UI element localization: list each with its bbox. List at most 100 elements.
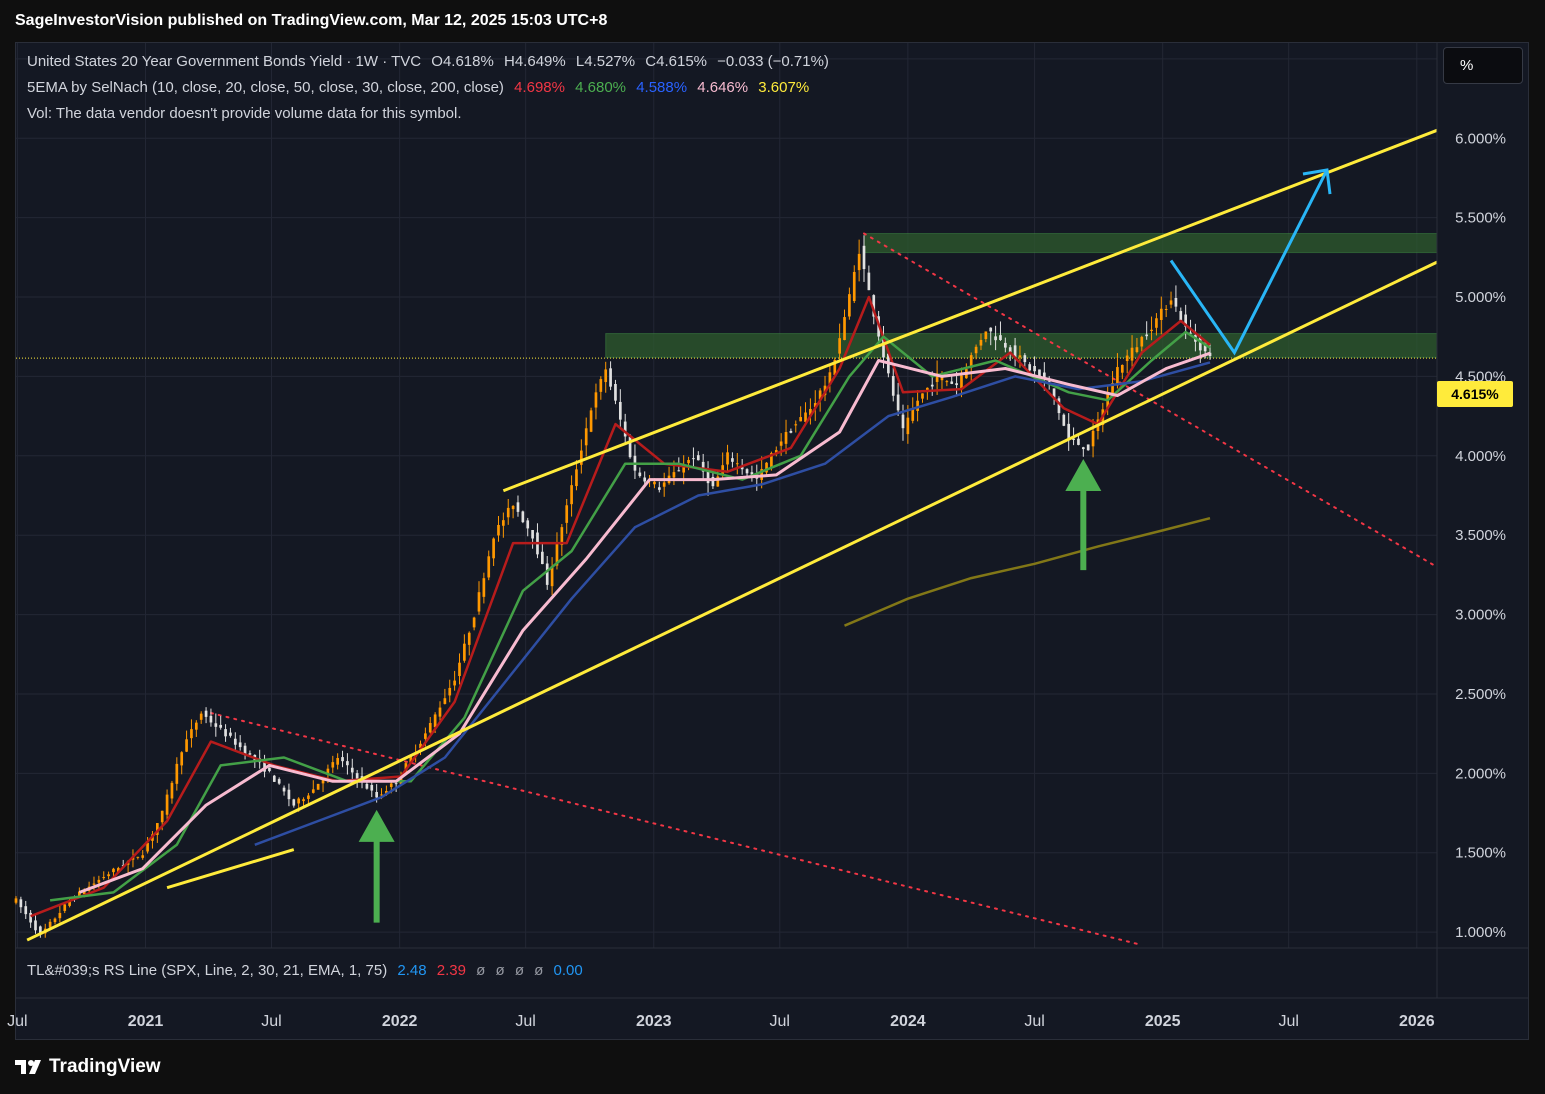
candle-body bbox=[1057, 398, 1061, 414]
y-tick-label: 2.500% bbox=[1455, 686, 1506, 703]
candle-body bbox=[467, 632, 471, 645]
ema-line-2 bbox=[49, 330, 1211, 902]
candle-body bbox=[58, 912, 62, 919]
legend-ema-line[interactable]: 5EMA by SelNach (10, close, 20, close, 5… bbox=[27, 79, 809, 96]
candle-body bbox=[219, 724, 223, 728]
candle-body bbox=[199, 713, 203, 720]
y-tick-label: 6.000% bbox=[1455, 130, 1506, 147]
candle-body bbox=[994, 336, 997, 341]
ohlc-low-value: 4.527% bbox=[584, 53, 636, 70]
candle-body bbox=[355, 773, 359, 780]
candle-body bbox=[394, 783, 398, 785]
candle-body bbox=[272, 775, 276, 782]
candle-body bbox=[1116, 367, 1119, 386]
candle-body bbox=[1072, 438, 1075, 440]
candle-body bbox=[930, 384, 934, 387]
tradingview-logo[interactable]: TradingView bbox=[15, 1056, 161, 1078]
candle-body bbox=[916, 400, 919, 411]
candle-body bbox=[638, 472, 642, 477]
candle-body bbox=[1203, 343, 1207, 352]
dotted-resistance-lines bbox=[16, 232, 1438, 946]
candle-body bbox=[804, 412, 807, 422]
candle-body bbox=[438, 707, 442, 717]
candle-body bbox=[1184, 314, 1188, 327]
candle-body bbox=[443, 698, 447, 704]
candle-body bbox=[209, 715, 213, 723]
candle-body bbox=[784, 432, 788, 444]
candle-body bbox=[185, 739, 188, 752]
candle-body bbox=[989, 327, 993, 332]
candle-body bbox=[1086, 444, 1090, 451]
channel-upper-line bbox=[502, 128, 1438, 493]
channel-lower-extension-line bbox=[166, 848, 295, 890]
candle-body bbox=[906, 417, 910, 435]
dotted-resistance-line-1 bbox=[209, 712, 1143, 946]
y-tick-label: 3.500% bbox=[1455, 527, 1506, 544]
support-arrow-1 bbox=[358, 809, 395, 923]
candle-body bbox=[599, 379, 603, 392]
ohlc-low-label: L bbox=[575, 53, 585, 70]
candle-body bbox=[336, 758, 339, 765]
candle-body bbox=[1120, 364, 1124, 373]
candle-body bbox=[39, 926, 42, 934]
candle-body bbox=[282, 787, 286, 792]
candle-body bbox=[955, 383, 958, 386]
candle-body bbox=[521, 511, 525, 523]
y-tick-label: 1.000% bbox=[1455, 924, 1506, 941]
candle-body bbox=[531, 530, 534, 539]
candle-body bbox=[472, 617, 476, 628]
candle-body bbox=[979, 339, 983, 346]
candle-body bbox=[1013, 345, 1017, 358]
candle-body bbox=[399, 775, 403, 785]
candle-body bbox=[92, 883, 96, 885]
candle-body bbox=[112, 868, 115, 873]
rs-indicator-label: TL&#039;s RS Line (SPX, Line, 2, 30, 21,… bbox=[27, 962, 388, 979]
candle-body bbox=[1159, 308, 1163, 321]
candle-body bbox=[428, 723, 432, 733]
candle-body bbox=[828, 372, 832, 385]
candle-body bbox=[1008, 347, 1012, 354]
candle-body bbox=[794, 424, 798, 426]
legend-volume-line[interactable]: Vol: The data vendor doesn't provide vol… bbox=[27, 105, 462, 122]
ema-value-5: 3.607% bbox=[758, 79, 810, 96]
x-tick-label: Jul bbox=[1278, 1013, 1298, 1030]
rs-line-legend[interactable]: TL&#039;s RS Line (SPX, Line, 2, 30, 21,… bbox=[27, 962, 583, 979]
candle-body bbox=[779, 441, 783, 446]
candle-body bbox=[1028, 364, 1032, 371]
candle-body bbox=[502, 520, 505, 526]
percent-scale-button[interactable]: % bbox=[1443, 47, 1523, 84]
ema-line-5 bbox=[844, 516, 1211, 627]
resistance-zone-upper bbox=[863, 233, 1438, 254]
legend-symbol-line[interactable]: United States 20 Year Government Bonds Y… bbox=[27, 53, 829, 70]
x-tick-label: Jul bbox=[1024, 1013, 1044, 1030]
candle-body bbox=[458, 662, 461, 677]
ohlc-close-label: C bbox=[645, 53, 657, 70]
candle-body bbox=[974, 346, 978, 354]
candle-body bbox=[497, 524, 500, 536]
candle-body bbox=[1023, 355, 1027, 363]
candle-body bbox=[14, 898, 18, 903]
x-tick-label: Jul bbox=[261, 1013, 281, 1030]
grid-lines bbox=[16, 43, 1437, 948]
y-tick-label: 1.500% bbox=[1455, 845, 1506, 862]
projection-arrowhead bbox=[1302, 168, 1332, 195]
candle-body bbox=[224, 729, 227, 737]
x-tick-label: 2023 bbox=[636, 1013, 672, 1030]
candle-body bbox=[657, 487, 661, 490]
rs-value-4: ø bbox=[495, 962, 505, 979]
ema-indicator-label: 5EMA by SelNach (10, close, 20, close, 5… bbox=[27, 79, 504, 96]
channel-lines bbox=[26, 128, 1438, 942]
candle-body bbox=[146, 842, 149, 852]
candle-body bbox=[614, 383, 617, 401]
candle-body bbox=[701, 461, 705, 472]
candle-body bbox=[911, 409, 915, 421]
resistance-zone-lower bbox=[605, 333, 1438, 358]
candle-body bbox=[19, 899, 23, 908]
candle-body bbox=[1067, 423, 1071, 440]
candle-body bbox=[838, 338, 841, 354]
candle-body bbox=[1135, 347, 1139, 353]
candle-body bbox=[584, 428, 588, 446]
ema-value-2: 4.680% bbox=[575, 79, 627, 96]
rs-value-6: ø bbox=[534, 962, 544, 979]
